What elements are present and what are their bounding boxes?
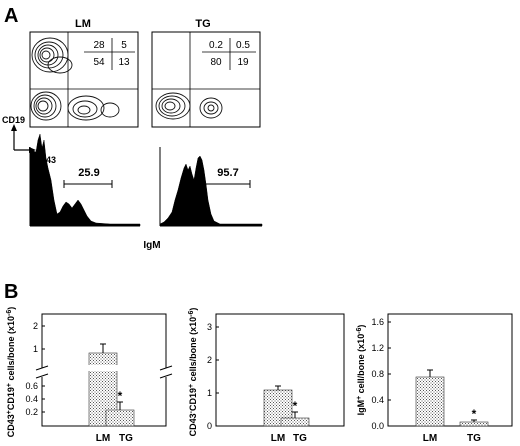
axis-label-cd19: CD19 [2, 115, 25, 125]
chart3-ylabel: IgM+ cell/bone (x10-6) [356, 325, 366, 416]
bar-chart-1: 2 1 0.6 0.4 0.2 * LM TG CD43+CD19+ cells… [6, 307, 173, 444]
chart2-tick-3: 3 [207, 322, 212, 332]
chart2-tick-1: 1 [207, 388, 212, 398]
quadrant-lm-bottom-right: 13 [118, 57, 130, 68]
contour-title-lm: LM [75, 18, 91, 30]
quadrant-tg-top-left: 0.2 [209, 40, 223, 51]
chart3-tick-0.8: 0.8 [371, 369, 384, 379]
histogram-gate-lm: 25.9 [78, 167, 99, 179]
contour-population-lower [30, 91, 120, 121]
contour-population-tg [155, 92, 223, 120]
chart2-ylabel: CD43-CD19+ cells/bone (x10-6) [188, 308, 198, 437]
chart1-bar-tg: * [105, 389, 135, 427]
quadrant-tg-bottom-right: 19 [237, 57, 249, 68]
chart2-cat-lm: LM [271, 433, 285, 444]
chart3-tick-0.4: 0.4 [371, 395, 384, 405]
chart2-tick-2: 2 [207, 355, 212, 365]
chart1-tick-0.4: 0.4 [25, 394, 38, 404]
chart2-bar-tg: * [280, 399, 310, 427]
contour-plot-lm: 28 5 54 13 [29, 31, 139, 128]
chart3-tick-0.0: 0.0 [371, 421, 384, 431]
contour-plot-tg: 0.2 0.5 80 19 [151, 31, 261, 128]
panel-b-letter: B [4, 281, 18, 303]
chart1-tick-0.2: 0.2 [25, 407, 38, 417]
chart3-tick-1.6: 1.6 [371, 317, 384, 327]
quadrant-tg-bottom-left: 80 [210, 57, 222, 68]
quadrant-tg-top-right: 0.5 [236, 40, 250, 51]
chart3-cat-tg: TG [467, 433, 481, 444]
contour-population-upper [31, 37, 73, 74]
chart3-bar-tg: * [459, 407, 489, 427]
chart1-cat-lm: LM [96, 433, 110, 444]
histogram-gate-tg: 95.7 [217, 167, 238, 179]
panel-a-letter: A [4, 5, 18, 27]
chart3-bar-lm [415, 369, 445, 427]
chart1-significance: * [118, 389, 123, 403]
chart1-tick-1: 1 [33, 344, 38, 354]
chart3-tick-1.2: 1.2 [371, 343, 384, 353]
quadrant-lm-top-left: 28 [93, 40, 105, 51]
chart2-significance: * [293, 399, 298, 413]
histogram-tg: 95.7 [159, 147, 263, 227]
chart1-cat-tg: TG [119, 433, 133, 444]
chart2-cat-tg: TG [293, 433, 307, 444]
chart1-tick-2: 2 [33, 321, 38, 331]
chart3-cat-lm: LM [423, 433, 437, 444]
chart1-ylabel: CD43+CD19+ cells/bone (x10-6) [6, 307, 16, 437]
axis-indicator: CD19 CD43 [2, 115, 56, 165]
histogram-lm: 25.9 [29, 133, 141, 227]
chart1-tick-0.6: 0.6 [25, 381, 38, 391]
bar-chart-3: 0.0 0.4 0.8 1.2 1.6 * LM TG IgM+ cell/bo… [356, 313, 513, 444]
contour-title-tg: TG [195, 18, 210, 30]
histogram-x-label: IgM [143, 240, 160, 251]
chart3-significance: * [472, 407, 477, 421]
bar-chart-2: 0 1 2 3 * LM TG CD43-CD19+ cells/bone (x… [188, 308, 345, 444]
quadrant-lm-top-right: 5 [121, 40, 127, 51]
quadrant-lm-bottom-left: 54 [93, 57, 105, 68]
chart2-tick-0: 0 [207, 421, 212, 431]
